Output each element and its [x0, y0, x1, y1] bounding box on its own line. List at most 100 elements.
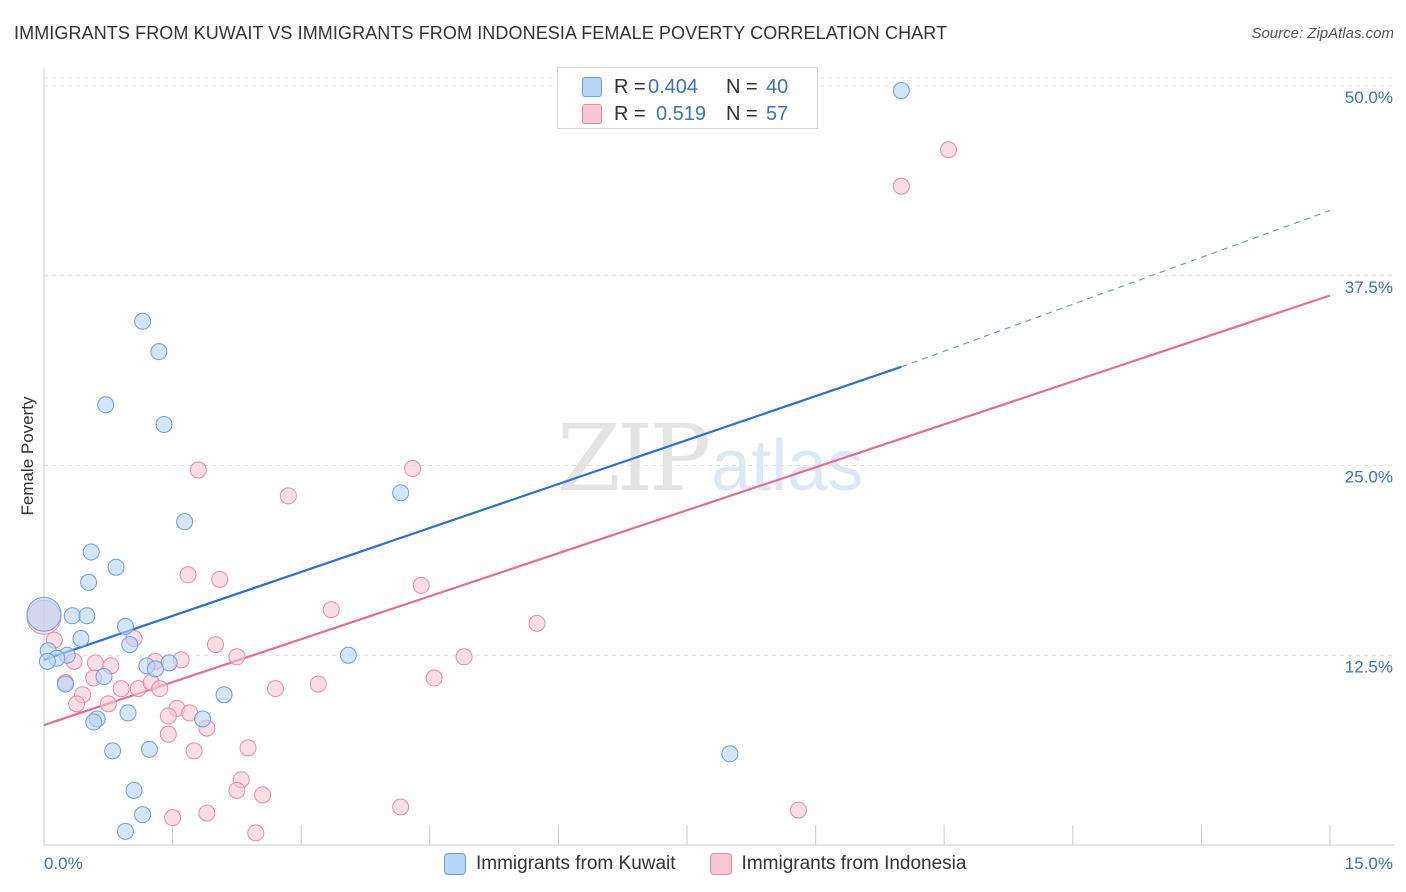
x-tick-label: 15.0% [1345, 854, 1393, 873]
legend-label-kuwait: Immigrants from Kuwait [476, 853, 676, 874]
legend-row-indonesia: R = 0.519 N = 57 [582, 101, 788, 127]
point-indonesia [322, 601, 340, 619]
point-indonesia [239, 739, 257, 757]
legend-swatch-indonesia [709, 853, 732, 875]
y-tick-label: 25.0% [1345, 468, 1393, 487]
point-indonesia [254, 786, 272, 804]
point-kuwait [134, 806, 152, 824]
point-kuwait [125, 781, 143, 799]
tick-labels: 12.5% 25.0% 37.5% 50.0% 0.0% 15.0% [44, 88, 1393, 873]
y-tick-label: 12.5% [1345, 657, 1393, 676]
point-kuwait [63, 607, 81, 625]
legend-n-label: N = [726, 75, 758, 98]
point-indonesia [68, 695, 86, 713]
point-indonesia [211, 570, 229, 588]
y-axis-label: Female Poverty [18, 396, 37, 516]
trend-extension-kuwait [901, 209, 1331, 368]
point-kuwait [194, 710, 212, 728]
point-indonesia [309, 675, 327, 693]
point-kuwait [26, 596, 62, 632]
point-kuwait [119, 704, 137, 722]
point-kuwait [121, 636, 139, 654]
point-indonesia [892, 177, 910, 195]
point-kuwait [176, 513, 194, 531]
point-kuwait [72, 630, 90, 648]
chart-title: IMMIGRANTS FROM KUWAIT VS IMMIGRANTS FRO… [14, 23, 948, 43]
point-indonesia [159, 725, 177, 743]
point-indonesia [198, 804, 216, 822]
point-indonesia [412, 576, 430, 594]
point-kuwait [150, 343, 168, 361]
point-indonesia [939, 141, 957, 159]
point-kuwait [107, 558, 125, 576]
point-kuwait [116, 617, 134, 635]
point-indonesia [206, 636, 224, 654]
point-indonesia [392, 798, 410, 816]
legend-r-label: R = [614, 102, 646, 125]
axes [43, 68, 1394, 846]
point-indonesia [455, 648, 473, 666]
point-kuwait [339, 646, 357, 664]
point-indonesia [228, 781, 246, 799]
point-kuwait [116, 822, 134, 840]
point-indonesia [112, 680, 130, 698]
point-indonesia [528, 614, 546, 632]
legend-n-label: N = [726, 102, 758, 125]
point-kuwait [721, 745, 739, 763]
legend-item-kuwait[interactable]: Immigrants from Kuwait [444, 853, 676, 875]
grid-lines [44, 77, 1394, 656]
point-indonesia [266, 680, 284, 698]
point-indonesia [404, 460, 422, 478]
legend-n-value: 40 [766, 75, 789, 98]
point-kuwait [392, 484, 410, 502]
point-indonesia [189, 461, 207, 479]
point-indonesia [228, 648, 246, 666]
x-axis-ticks [43, 825, 1331, 845]
legend-swatch-indonesia [582, 104, 602, 124]
legend-item-indonesia[interactable]: Immigrants from Indonesia [709, 853, 967, 875]
point-indonesia [86, 654, 104, 672]
point-indonesia [247, 824, 265, 842]
data-points [26, 82, 957, 842]
point-kuwait [85, 713, 103, 731]
point-indonesia [151, 680, 169, 698]
point-kuwait [134, 312, 152, 330]
point-kuwait [97, 396, 115, 414]
y-tick-label: 50.0% [1345, 88, 1393, 107]
legend-r-value: 0.519 [656, 102, 707, 125]
point-kuwait [82, 543, 100, 561]
correlation-legend: R = 0.404 N = 40 R = 0.519 N = 57 [557, 67, 818, 129]
legend-r-value: 0.404 [648, 75, 699, 98]
legend-swatch-kuwait [582, 77, 602, 97]
point-kuwait [95, 668, 113, 686]
legend-n-value: 57 [766, 102, 789, 125]
trend-lines [43, 209, 1331, 727]
legend-r-label: R = [614, 75, 646, 98]
point-indonesia [164, 809, 182, 827]
source-label: Source: ZipAtlas.com [1251, 25, 1394, 42]
point-kuwait [38, 652, 56, 670]
point-kuwait [155, 416, 173, 434]
point-kuwait [215, 686, 233, 704]
point-kuwait [892, 82, 910, 100]
point-indonesia [425, 669, 443, 687]
y-tick-label: 37.5% [1345, 278, 1393, 297]
point-indonesia [185, 742, 203, 760]
point-kuwait [104, 742, 122, 760]
point-kuwait [56, 675, 74, 693]
point-kuwait [146, 660, 164, 678]
point-indonesia [159, 707, 177, 725]
series-legend: Immigrants from Kuwait Immigrants from I… [444, 850, 1000, 878]
point-kuwait [140, 740, 158, 758]
point-indonesia [279, 487, 297, 505]
trend-line-indonesia [43, 294, 1331, 727]
legend-label-indonesia: Immigrants from Indonesia [741, 853, 967, 874]
point-indonesia [789, 801, 807, 819]
point-indonesia [179, 566, 197, 584]
x-tick-label: 0.0% [44, 854, 83, 873]
point-kuwait [80, 573, 98, 591]
legend-swatch-kuwait [444, 853, 466, 875]
point-indonesia [99, 695, 117, 713]
legend-row-kuwait: R = 0.404 N = 40 [582, 74, 788, 100]
